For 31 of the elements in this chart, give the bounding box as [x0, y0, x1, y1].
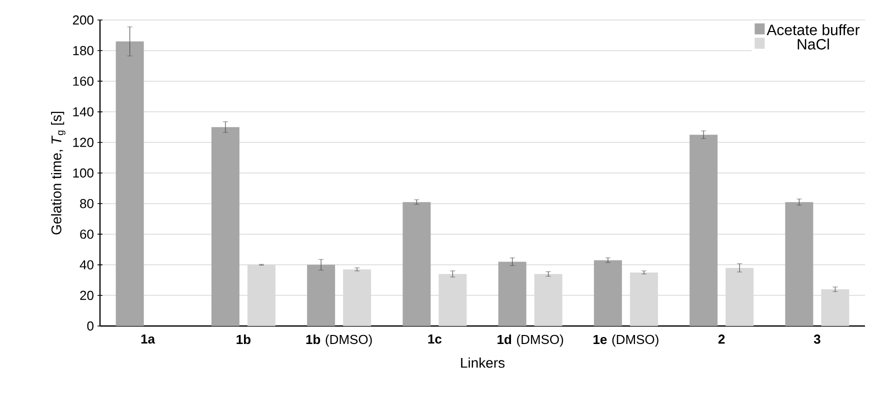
y-tick-label: 100 — [73, 168, 94, 178]
bar — [116, 41, 144, 326]
y-tick-label: 200 — [72, 15, 94, 25]
x-axis-title: Linkers — [461, 358, 505, 368]
y-tick-label: 60 — [80, 230, 94, 239]
y-tick-label: 140 — [73, 107, 94, 116]
bar — [211, 127, 240, 326]
x-tick-label: 1d (DMSO) — [498, 334, 564, 347]
x-tick-label: 1b — [236, 334, 250, 344]
x-tick-label: 1b (DMSO) — [306, 334, 372, 347]
y-tick-label: 180 — [73, 46, 94, 56]
x-tick-label: 1e (DMSO) — [594, 334, 658, 347]
x-tick-label: 2 — [718, 334, 725, 344]
y-tick-label: 0 — [87, 321, 94, 331]
x-tick-label: 1c — [428, 334, 442, 344]
y-tick-label: 160 — [73, 76, 94, 86]
bar — [498, 262, 526, 326]
bar — [785, 202, 814, 326]
bar — [690, 134, 718, 326]
y-tick-label: 20 — [80, 290, 94, 300]
y-axis-title: Gelation time, T$_{g}$ [s] — [51, 112, 66, 234]
bar — [594, 260, 622, 326]
x-tick-label: 1a — [141, 334, 156, 344]
legend-label: NaCl — [798, 38, 829, 50]
y-tick-label: 80 — [80, 198, 94, 208]
legend-label: Acetate buffer — [766, 24, 860, 36]
bar — [307, 264, 336, 326]
y-tick-label: 40 — [80, 260, 94, 270]
y-tick-label: 120 — [73, 138, 94, 147]
x-tick-label: 3 — [814, 334, 820, 344]
bar — [402, 202, 431, 326]
